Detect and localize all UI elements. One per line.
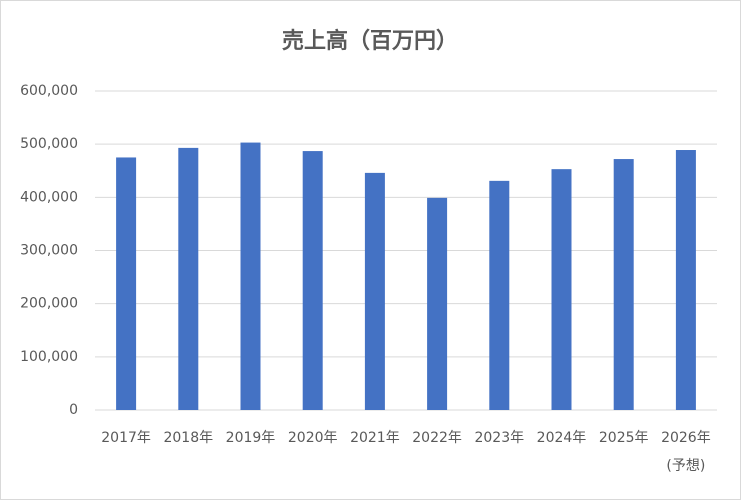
y-tick-label: 100,000 — [20, 349, 78, 365]
x-tick-label: 2022年 — [412, 430, 462, 446]
bar — [489, 180, 510, 410]
x-tick-label: 2019年 — [226, 430, 276, 446]
y-tick-label: 600,000 — [20, 83, 78, 99]
bar — [240, 142, 261, 411]
bar — [116, 157, 137, 410]
bar — [178, 147, 199, 410]
y-tick-label: 300,000 — [20, 243, 78, 259]
bar — [427, 197, 448, 410]
bar — [302, 151, 323, 410]
y-tick-label: 400,000 — [20, 189, 78, 205]
bar — [613, 159, 634, 410]
chart-title: 売上高（百万円） — [282, 28, 458, 54]
x-tick-label: 2018年 — [163, 430, 213, 446]
bar — [551, 169, 572, 410]
x-tick-label: 2020年 — [288, 430, 338, 446]
x-tick-note: (予想) — [666, 458, 705, 474]
x-tick-label: 2025年 — [599, 430, 649, 446]
y-tick-label: 200,000 — [20, 296, 78, 312]
x-tick-label: 2023年 — [474, 430, 524, 446]
x-tick-label: 2021年 — [350, 430, 400, 446]
bar — [364, 172, 385, 410]
y-tick-label: 500,000 — [20, 136, 78, 152]
x-tick-label: 2024年 — [537, 430, 587, 446]
y-tick-label: 0 — [69, 402, 78, 418]
x-tick-label: 2026年 — [661, 430, 711, 446]
x-tick-label: 2017年 — [101, 430, 151, 446]
bar — [675, 150, 696, 410]
